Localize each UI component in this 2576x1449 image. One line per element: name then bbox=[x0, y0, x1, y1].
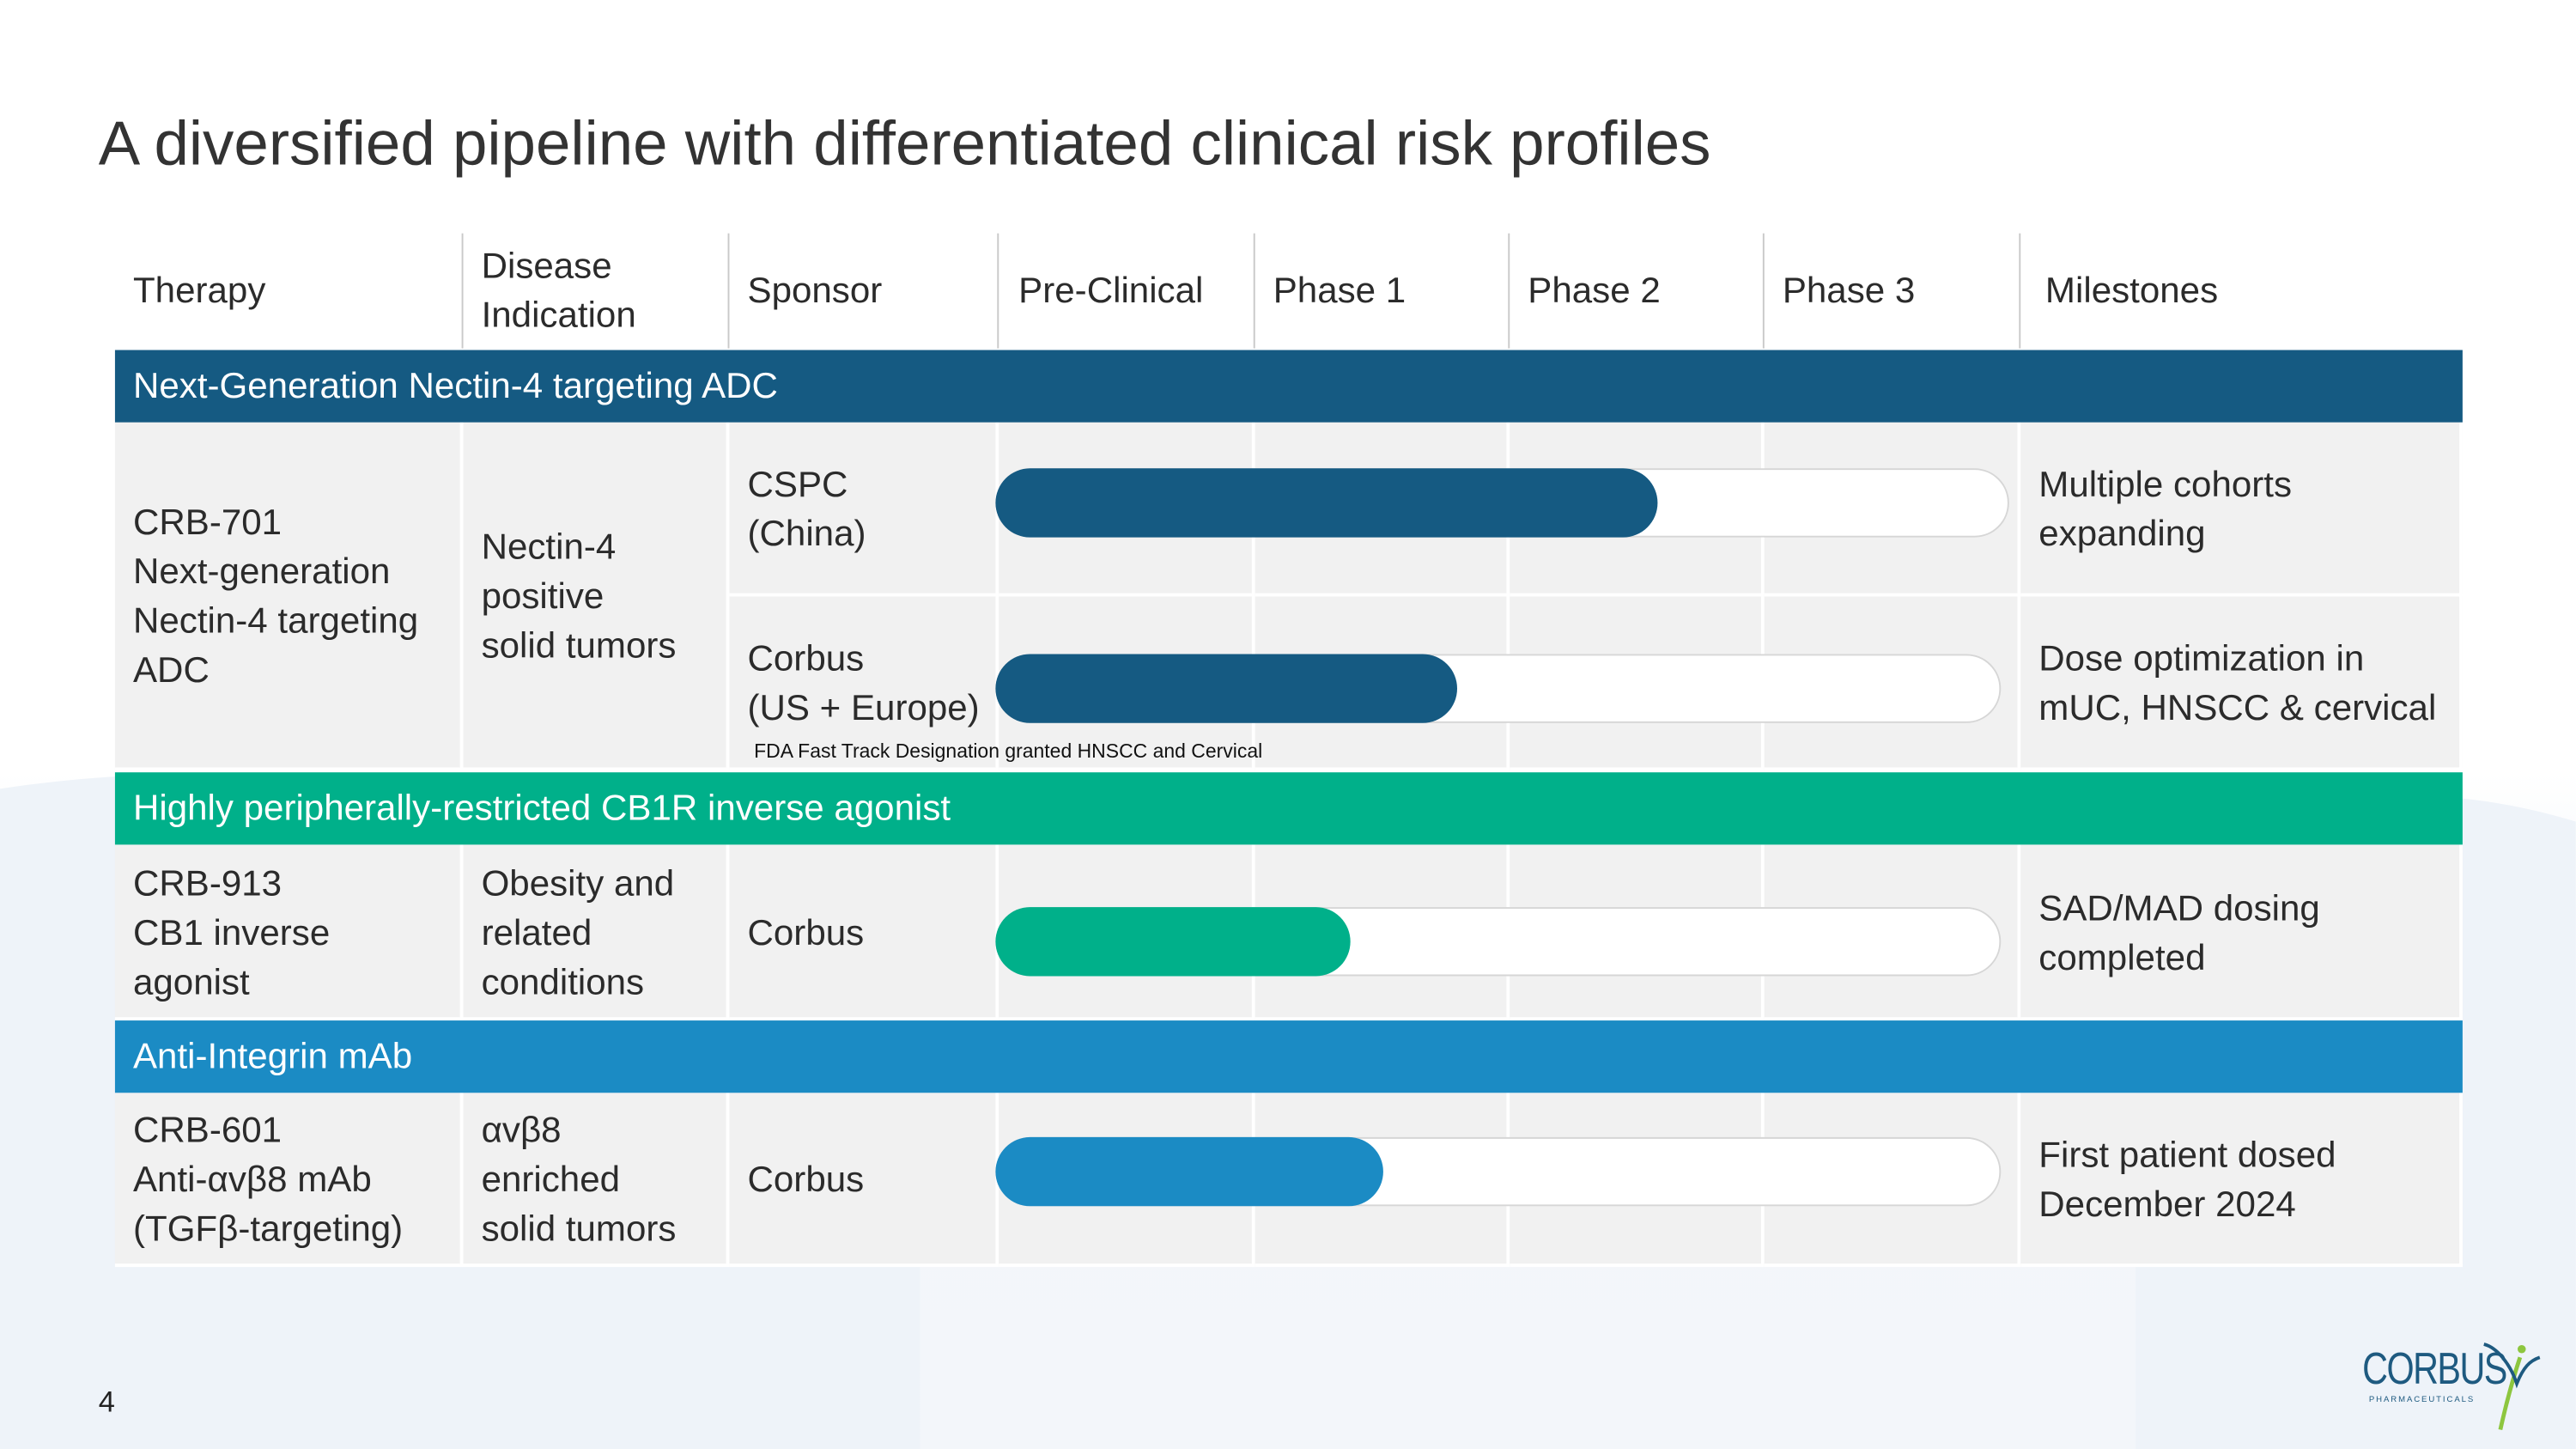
page-number: 4 bbox=[98, 1385, 115, 1419]
therapy: CRB-913 CB1 inverse agonist bbox=[132, 861, 331, 1002]
indication: αvβ8 enriched solid tumors bbox=[481, 1109, 677, 1250]
section-band: Next-Generation Nectin-4 targeting ADC bbox=[114, 350, 2463, 423]
progress-bar bbox=[995, 907, 1351, 977]
table-cell-bg bbox=[2020, 422, 2463, 597]
sponsor: Corbus (US + Europe) bbox=[747, 637, 980, 728]
divider bbox=[727, 233, 730, 349]
divider bbox=[1762, 233, 1765, 349]
sponsor: Corbus bbox=[747, 1158, 865, 1200]
header-cell: Phase 2 bbox=[1528, 269, 1661, 311]
divider bbox=[461, 233, 464, 349]
header-cell: Phase 3 bbox=[1782, 269, 1916, 311]
divider bbox=[2019, 233, 2021, 349]
divider bbox=[1508, 233, 1510, 349]
divider bbox=[1253, 233, 1255, 349]
header-cell: Therapy bbox=[132, 269, 266, 311]
therapy: CRB-601 Anti-αvβ8 mAb (TGFβ-targeting) bbox=[132, 1109, 404, 1250]
logo-name: CORBUS bbox=[2362, 1343, 2507, 1394]
table-cell-bg bbox=[729, 1093, 999, 1268]
indication: Nectin-4 positive solid tumors bbox=[481, 526, 677, 666]
progress-bar bbox=[995, 468, 1658, 538]
logo-tagline: PHARMACEUTICALS bbox=[2368, 1395, 2476, 1405]
table-cell-bg bbox=[729, 596, 999, 771]
footnote: FDA Fast Track Designation granted HNSCC… bbox=[754, 739, 1263, 763]
indication: Obesity and related conditions bbox=[481, 861, 675, 1002]
table-cell-bg bbox=[463, 422, 730, 771]
therapy: CRB-701 Next-generation Nectin-4 targeti… bbox=[132, 501, 419, 691]
header-cell: Phase 1 bbox=[1273, 269, 1406, 311]
slide-title: A diversified pipeline with differentiat… bbox=[98, 110, 1711, 180]
progress-bar bbox=[995, 654, 1458, 723]
header-cell: Sponsor bbox=[747, 269, 883, 311]
table-cell-bg bbox=[114, 422, 464, 771]
logo-mark bbox=[2483, 1342, 2541, 1431]
table-cell-bg bbox=[114, 844, 464, 1021]
header-cell: Milestones bbox=[2044, 269, 2219, 311]
sponsor: Corbus bbox=[747, 910, 865, 953]
header-cell: Pre-Clinical bbox=[1018, 269, 1204, 311]
milestone: Multiple cohorts expanding bbox=[2038, 463, 2293, 554]
table-cell-bg bbox=[2020, 596, 2463, 771]
section-band: Anti-Integrin mAb bbox=[114, 1020, 2463, 1093]
table-cell-bg bbox=[2020, 844, 2463, 1021]
table-cell-bg bbox=[463, 844, 730, 1021]
divider bbox=[997, 233, 999, 349]
milestone: First patient dosed December 2024 bbox=[2038, 1134, 2336, 1225]
table-cell-bg bbox=[463, 1093, 730, 1268]
header-cell: Disease Indication bbox=[481, 245, 636, 336]
milestone: SAD/MAD dosing completed bbox=[2038, 886, 2320, 977]
table-cell-bg bbox=[729, 844, 999, 1021]
section-band: Highly peripherally-restricted CB1R inve… bbox=[114, 772, 2463, 845]
table-cell-bg bbox=[2020, 1093, 2463, 1268]
milestone: Dose optimization in mUC, HNSCC & cervic… bbox=[2038, 637, 2437, 728]
progress-bar bbox=[995, 1136, 1383, 1207]
sponsor: CSPC (China) bbox=[747, 463, 866, 554]
table-cell-bg bbox=[114, 1093, 464, 1268]
